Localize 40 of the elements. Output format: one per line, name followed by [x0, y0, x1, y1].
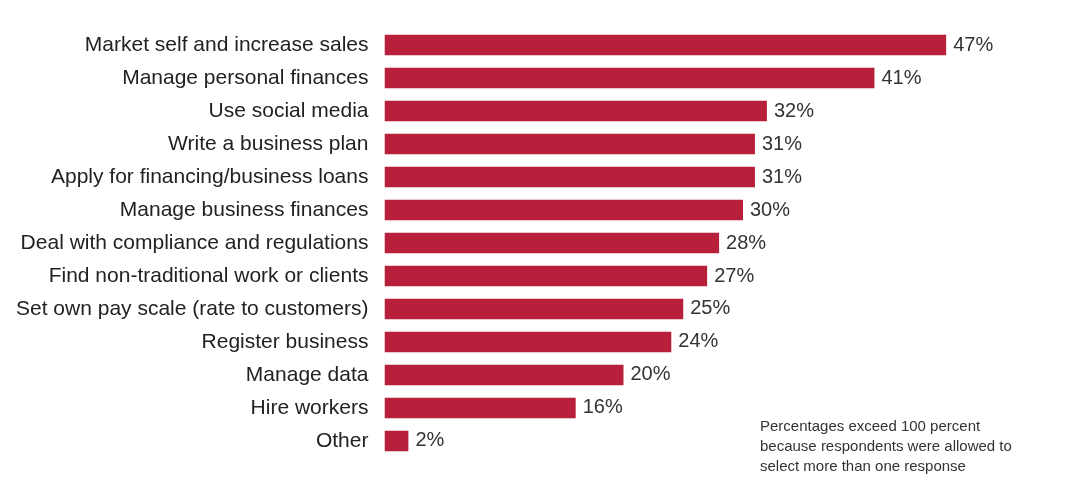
data-label: 30% — [749, 197, 791, 220]
bar — [384, 232, 720, 254]
bar — [384, 265, 708, 287]
y-tick-label: Manage data — [245, 361, 369, 385]
bar — [384, 100, 767, 122]
data-label: 28% — [726, 230, 767, 253]
y-tick-label: Manage business finances — [119, 196, 369, 220]
y-tick-label: Set own pay scale (rate to customers) — [15, 295, 369, 319]
bar — [384, 298, 684, 320]
bar — [384, 199, 743, 221]
data-label: 2% — [415, 428, 445, 451]
y-tick-label: Other — [315, 427, 369, 451]
y-tick-label: Deal with compliance and regulations — [20, 229, 369, 253]
y-tick-label: Find non-traditional work or clients — [48, 262, 369, 286]
bar — [384, 430, 409, 452]
bar — [384, 331, 672, 353]
data-label: 31% — [761, 131, 803, 154]
data-label: 31% — [761, 164, 803, 187]
y-tick-label: Use social media — [208, 97, 369, 121]
data-label: 20% — [630, 362, 671, 385]
data-label: 41% — [881, 65, 922, 88]
bar — [384, 34, 947, 56]
annotation: Percentages exceed 100 percent because respondents were allowed to select more than one response — [760, 416, 1013, 476]
bar — [384, 67, 875, 89]
bar — [384, 397, 576, 419]
y-tick-label: Hire workers — [250, 394, 369, 418]
y-tick-label: Manage personal finances — [122, 64, 369, 88]
data-label: 25% — [690, 296, 731, 319]
y-tick-label: Write a business plan — [168, 130, 369, 154]
y-tick-label: Market self and increase sales — [84, 31, 369, 55]
y-tick-label: Apply for financing/business loans — [50, 163, 369, 187]
bar — [384, 166, 755, 188]
data-label: 32% — [773, 98, 815, 121]
bar — [384, 364, 624, 386]
y-tick-label: Register business — [201, 328, 369, 352]
data-label: 16% — [582, 395, 623, 418]
bar — [384, 133, 755, 155]
data-label: 24% — [678, 329, 719, 352]
data-label: 27% — [714, 263, 755, 286]
data-label: 47% — [953, 32, 994, 55]
